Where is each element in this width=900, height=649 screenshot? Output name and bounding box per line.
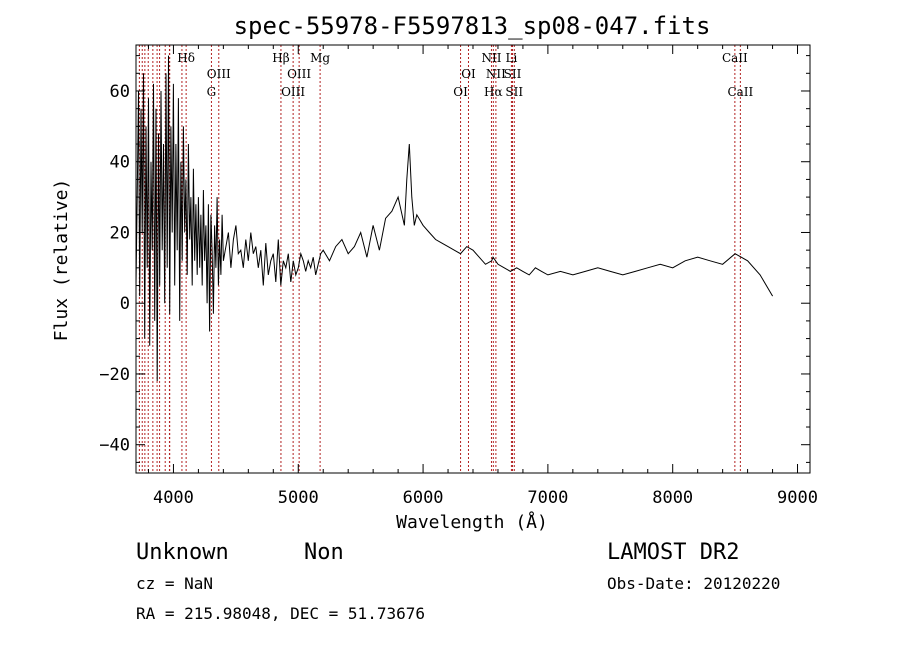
x-tick-label: 7000	[527, 488, 568, 508]
spectral-line-markers	[138, 45, 741, 473]
y-axis-ticks: −40 −20 0 20 40 60	[99, 55, 810, 463]
coordinates: RA = 215.98048, DEC = 51.73676	[136, 604, 425, 623]
x-axis-label: Wavelength (Å)	[396, 511, 548, 533]
line-label: Li	[506, 51, 518, 65]
y-tick-label: −20	[99, 365, 130, 385]
line-label: Hδ	[177, 51, 195, 65]
y-tick-label: 0	[120, 294, 130, 314]
line-label: G	[207, 85, 217, 99]
object-subclass: Non	[304, 540, 344, 565]
line-label: CaII	[722, 51, 748, 65]
line-label: OIII	[281, 85, 305, 99]
line-label: OIII	[207, 67, 231, 81]
line-label: OI	[461, 67, 476, 81]
x-tick-label: 5000	[278, 488, 319, 508]
line-label: SII	[505, 85, 523, 99]
x-tick-label: 9000	[777, 488, 818, 508]
plot-frame	[135, 44, 811, 474]
survey-name: LAMOST DR2	[607, 540, 739, 565]
observation-date: Obs-Date: 20120220	[607, 574, 780, 593]
object-class: Unknown	[136, 540, 229, 565]
line-label: NII	[486, 67, 506, 81]
line-label: NII	[481, 51, 501, 65]
x-axis-ticks: 4000 5000 6000 7000 8000 9000	[147, 45, 818, 508]
y-tick-label: 20	[110, 223, 130, 243]
x-tick-label: 8000	[652, 488, 693, 508]
line-label: CaII	[727, 85, 753, 99]
line-label: SII	[504, 67, 522, 81]
y-tick-label: 40	[110, 153, 130, 173]
y-tick-label: −40	[99, 436, 130, 456]
y-tick-label: 60	[110, 82, 130, 102]
line-label: Mg	[310, 51, 330, 65]
line-label: Hα	[484, 85, 503, 99]
y-axis-label: Flux (relative)	[51, 179, 72, 342]
line-label: Hβ	[272, 51, 289, 65]
line-label: OI	[453, 85, 468, 99]
redshift-cz: cz = NaN	[136, 574, 213, 593]
line-label: OIII	[287, 67, 311, 81]
x-tick-label: 4000	[153, 488, 194, 508]
x-tick-label: 6000	[403, 488, 444, 508]
chart-title: spec-55978-F5597813_sp08-047.fits	[234, 12, 711, 40]
spectrum-line	[135, 55, 774, 382]
